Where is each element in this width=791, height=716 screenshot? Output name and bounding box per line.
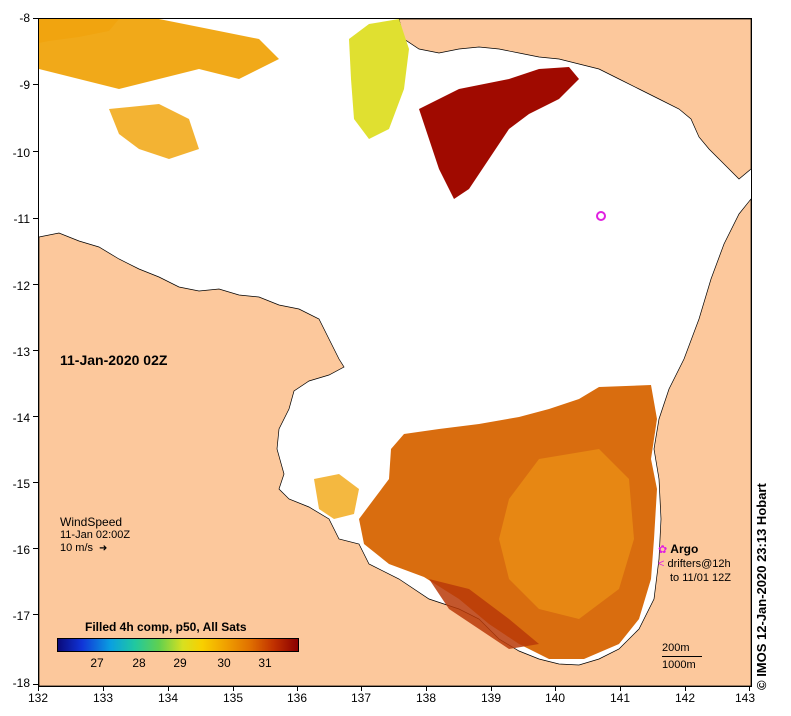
x-tick-mark [38, 686, 39, 691]
x-tick-label: 137 [350, 691, 372, 705]
y-tick-mark [33, 350, 38, 351]
sst-center-warm [499, 449, 634, 619]
x-tick-label: 140 [544, 691, 566, 705]
y-tick-mark [33, 684, 38, 685]
x-tick-label: 134 [157, 691, 179, 705]
x-tick-mark [103, 686, 104, 691]
sst-north-darkred [419, 67, 579, 199]
depth-contour-200: 200m [662, 642, 690, 654]
depth-contour-1000: 1000m [662, 656, 702, 673]
x-tick-label: 138 [415, 691, 437, 705]
x-tick-label: 142 [674, 691, 696, 705]
wind-title: WindSpeed [60, 515, 123, 529]
y-tick-mark [33, 482, 38, 483]
colorbar-tick: 31 [258, 656, 272, 670]
x-tick-mark [685, 686, 686, 691]
y-tick-mark [33, 218, 38, 219]
x-tick-mark [555, 686, 556, 691]
x-tick-label: 143 [734, 691, 756, 705]
sst-patch-west [109, 104, 199, 159]
y-tick-mark [33, 18, 38, 19]
credit-text: © IMOS 12-Jan-2020 23:13 Hobart [754, 483, 769, 690]
x-tick-label: 135 [222, 691, 244, 705]
wind-time: 11-Jan 02:00Z [60, 529, 131, 541]
x-tick-mark [426, 686, 427, 691]
x-tick-mark [361, 686, 362, 691]
argo-marker-icon: ✿ [658, 544, 668, 556]
drifter-arrow-icon: < [658, 558, 665, 570]
colorbar-tick: 27 [90, 656, 104, 670]
y-tick-label: -11 [13, 212, 30, 226]
sst-northwest-orange [39, 19, 279, 89]
y-tick-label: -13 [12, 345, 30, 359]
y-tick-mark [33, 416, 38, 417]
map-panel [38, 18, 752, 687]
x-tick-label: 139 [480, 691, 502, 705]
y-tick-mark [33, 151, 38, 152]
argo-drifter-marker [596, 211, 606, 221]
map-date-label: 11-Jan-2020 02Z [60, 352, 168, 368]
wind-scale: 10 m/s [60, 542, 94, 554]
sst-patch-gulf-coast [314, 474, 359, 519]
y-tick-label: -10 [12, 146, 30, 160]
y-tick-label: -16 [12, 543, 30, 557]
x-tick-mark [297, 686, 298, 691]
x-tick-mark [168, 686, 169, 691]
land-cape-york [398, 19, 751, 180]
sst-hot-spot [429, 579, 539, 649]
argo-legend: ✿ Argo < drifters@12h to 11/01 12Z [658, 542, 731, 585]
sst-map [39, 19, 751, 686]
y-tick-mark [33, 614, 38, 615]
colorbar-tick: 30 [217, 656, 231, 670]
y-tick-label: -18 [12, 676, 30, 690]
x-tick-mark [233, 686, 234, 691]
y-tick-label: -9 [19, 78, 30, 92]
y-tick-mark [33, 548, 38, 549]
x-tick-mark [491, 686, 492, 691]
x-tick-label: 133 [92, 691, 114, 705]
x-tick-label: 132 [27, 691, 49, 705]
land-arnhem [39, 198, 751, 686]
depth-legend: 200m 1000m [662, 640, 702, 673]
colorbar-title: Filled 4h comp, p50, All Sats [85, 620, 247, 634]
y-tick-label: -14 [12, 411, 30, 425]
credit-container: © IMOS 12-Jan-2020 23:13 Hobart [754, 483, 774, 710]
colorbar-tick: 28 [132, 656, 146, 670]
drifters-line1: drifters@12h [667, 558, 731, 570]
argo-title: Argo [670, 542, 699, 556]
drifters-line2: to 11/01 12Z [670, 572, 731, 584]
sst-north-yellow [349, 19, 409, 139]
y-tick-label: -8 [19, 11, 30, 25]
wind-arrow-icon: ➜ [99, 543, 108, 554]
y-tick-label: -15 [12, 477, 30, 491]
y-tick-label: -17 [12, 609, 30, 623]
y-tick-mark [33, 84, 38, 85]
colorbar-tick: 29 [173, 656, 187, 670]
x-tick-label: 136 [286, 691, 308, 705]
wind-legend: WindSpeed 11-Jan 02:00Z 10 m/s ➜ [60, 516, 130, 555]
y-tick-label: -12 [12, 279, 30, 293]
x-tick-mark [620, 686, 621, 691]
x-tick-mark [749, 686, 750, 691]
y-tick-mark [33, 284, 38, 285]
colorbar [57, 638, 299, 652]
x-tick-label: 141 [609, 691, 631, 705]
